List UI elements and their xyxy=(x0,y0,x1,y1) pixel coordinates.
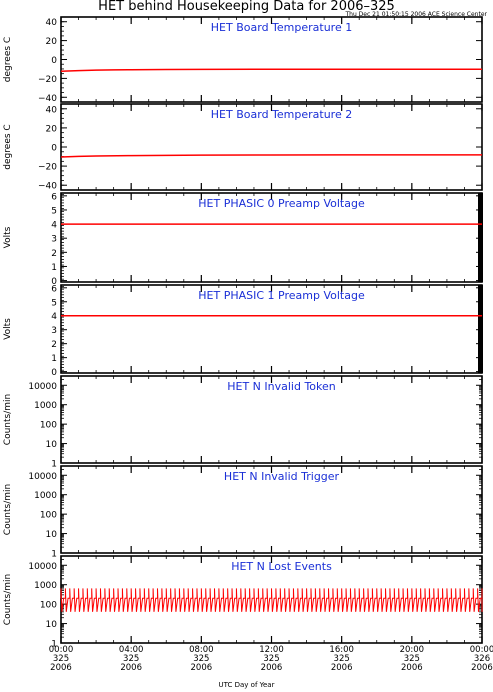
x-axis-label: UTC Day of Year xyxy=(218,681,275,689)
series-line xyxy=(60,154,482,158)
y-tick-label: 1 xyxy=(51,354,57,364)
y-tick-label: 1000 xyxy=(34,491,57,501)
x-tick-label: 325 xyxy=(334,654,350,664)
y-tick-label: 1 xyxy=(51,550,57,560)
y-tick-label: 1000 xyxy=(34,581,57,591)
x-tick-label: 04:00 xyxy=(119,645,144,655)
y-tick-label: 0 xyxy=(51,277,57,287)
y-tick-label: 40 xyxy=(46,105,58,115)
series-line xyxy=(60,588,483,612)
y-tick-label: 6 xyxy=(51,192,57,202)
x-tick-label: 00:00 xyxy=(470,645,493,655)
x-tick-label: 2006 xyxy=(120,663,142,673)
x-tick-label: 2006 xyxy=(401,663,423,673)
x-tick-label: 2006 xyxy=(50,663,72,673)
x-tick-label: 2006 xyxy=(471,663,493,673)
y-axis-label: degrees C xyxy=(3,124,13,169)
y-tick-label: 1 xyxy=(51,460,57,470)
y-tick-label: −40 xyxy=(38,94,57,104)
y-axis-label: Counts/min xyxy=(3,484,13,535)
y-tick-label: 0 xyxy=(51,144,57,154)
right-edge-marks xyxy=(478,193,483,282)
x-tick-label: 16:00 xyxy=(329,645,354,655)
panel-title: HET N Invalid Trigger xyxy=(224,470,340,483)
y-tick-label: 20 xyxy=(46,124,58,134)
y-tick-label: 100 xyxy=(40,421,57,431)
x-tick-label: 325 xyxy=(263,654,279,664)
y-tick-label: −40 xyxy=(38,182,57,192)
y-tick-label: −20 xyxy=(38,75,57,85)
x-tick-label: 12:00 xyxy=(259,645,284,655)
y-tick-label: 100 xyxy=(40,601,57,611)
y-tick-label: 20 xyxy=(46,37,58,47)
y-axis-label: Counts/min xyxy=(3,574,13,625)
panel-title: HET N Invalid Token xyxy=(227,380,336,393)
x-tick-label: 08:00 xyxy=(189,645,214,655)
x-tick-label: 325 xyxy=(404,654,420,664)
y-tick-label: 0 xyxy=(51,56,57,66)
y-tick-label: 5 xyxy=(51,206,57,216)
x-tick-label: 20:00 xyxy=(400,645,425,655)
x-tick-label: 00:00 xyxy=(49,645,74,655)
y-axis-label: Volts xyxy=(3,226,13,248)
figure-title: HET behind Housekeeping Data for 2006–32… xyxy=(98,0,395,14)
y-tick-label: 100 xyxy=(40,511,57,521)
y-tick-label: 10 xyxy=(46,440,58,450)
y-tick-label: 6 xyxy=(51,284,57,294)
y-tick-label: 4 xyxy=(51,312,57,322)
y-tick-label: 4 xyxy=(51,221,57,231)
generation-timestamp: Thu Dec 21 01:50:15 2006 ACE Science Cen… xyxy=(345,11,487,18)
panel-title: HET PHASIC 1 Preamp Voltage xyxy=(198,289,365,302)
y-tick-label: 10 xyxy=(46,530,58,540)
y-tick-label: 2 xyxy=(51,249,57,259)
y-tick-label: 5 xyxy=(51,298,57,308)
series-line xyxy=(60,68,482,73)
x-tick-label: 326 xyxy=(474,654,490,664)
y-tick-label: 10000 xyxy=(28,472,57,482)
y-tick-label: 1 xyxy=(51,263,57,273)
y-axis-label: degrees C xyxy=(3,37,13,82)
panel-title: HET N Lost Events xyxy=(231,560,332,573)
y-axis-label: Volts xyxy=(3,318,13,340)
x-tick-label: 2006 xyxy=(191,663,213,673)
panel-title: HET Board Temperature 2 xyxy=(211,108,352,121)
y-tick-label: 40 xyxy=(46,18,58,28)
x-tick-label: 325 xyxy=(123,654,139,664)
y-tick-label: 1 xyxy=(51,640,57,650)
y-axis-label: Counts/min xyxy=(3,394,13,445)
x-tick-label: 2006 xyxy=(331,663,353,673)
y-tick-label: 0 xyxy=(51,368,57,378)
panel-title: HET Board Temperature 1 xyxy=(211,21,352,34)
y-tick-label: 1000 xyxy=(34,401,57,411)
y-tick-label: 10 xyxy=(46,620,58,630)
right-edge-marks xyxy=(478,285,483,373)
panel-title: HET PHASIC 0 Preamp Voltage xyxy=(198,197,365,210)
y-tick-label: 10000 xyxy=(28,382,57,392)
x-tick-label: 325 xyxy=(193,654,209,664)
y-tick-label: −20 xyxy=(38,163,57,173)
y-tick-label: 3 xyxy=(51,235,57,245)
x-tick-label: 325 xyxy=(53,654,69,664)
y-tick-label: 3 xyxy=(51,326,57,336)
y-tick-label: 2 xyxy=(51,340,57,350)
x-tick-label: 2006 xyxy=(261,663,283,673)
y-tick-label: 10000 xyxy=(28,562,57,572)
